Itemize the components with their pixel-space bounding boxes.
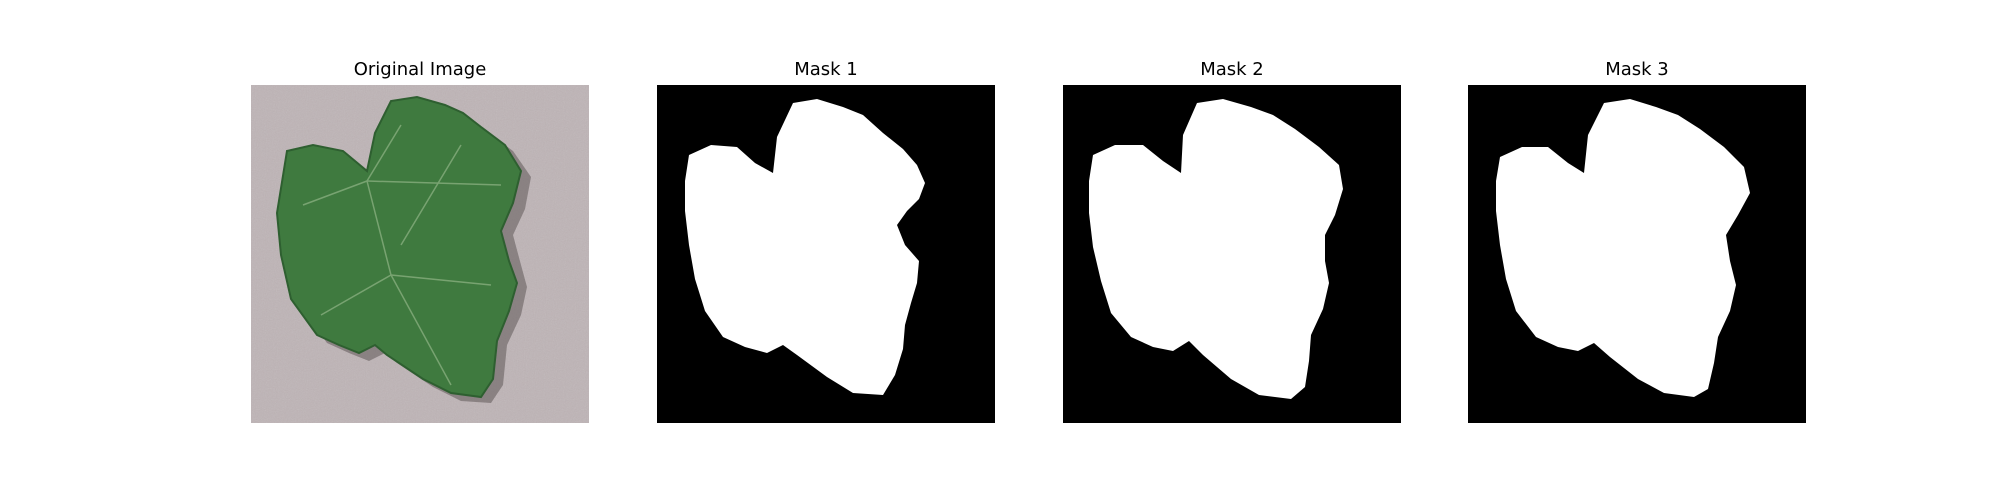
panel-original-image: Original Image — [251, 58, 589, 423]
panel-title: Mask 2 — [1200, 59, 1264, 80]
mask-region — [685, 99, 925, 395]
leaf-veins — [302, 124, 502, 386]
mask-region — [1496, 99, 1750, 397]
mask-2-image — [1063, 85, 1401, 423]
panel-mask-1: Mask 1 — [657, 58, 995, 423]
mask-3-image — [1468, 85, 1806, 423]
panel-title: Mask 3 — [1605, 59, 1669, 80]
original-leaf-image — [251, 85, 589, 423]
panel-mask-2: Mask 2 — [1063, 58, 1401, 423]
panel-title: Original Image — [353, 59, 487, 80]
mask-region — [1089, 99, 1343, 399]
panel-title: Mask 1 — [794, 59, 858, 80]
leaf-shape — [275, 95, 523, 399]
panel-mask-3: Mask 3 — [1468, 58, 1806, 423]
mask-1-image — [657, 85, 995, 423]
